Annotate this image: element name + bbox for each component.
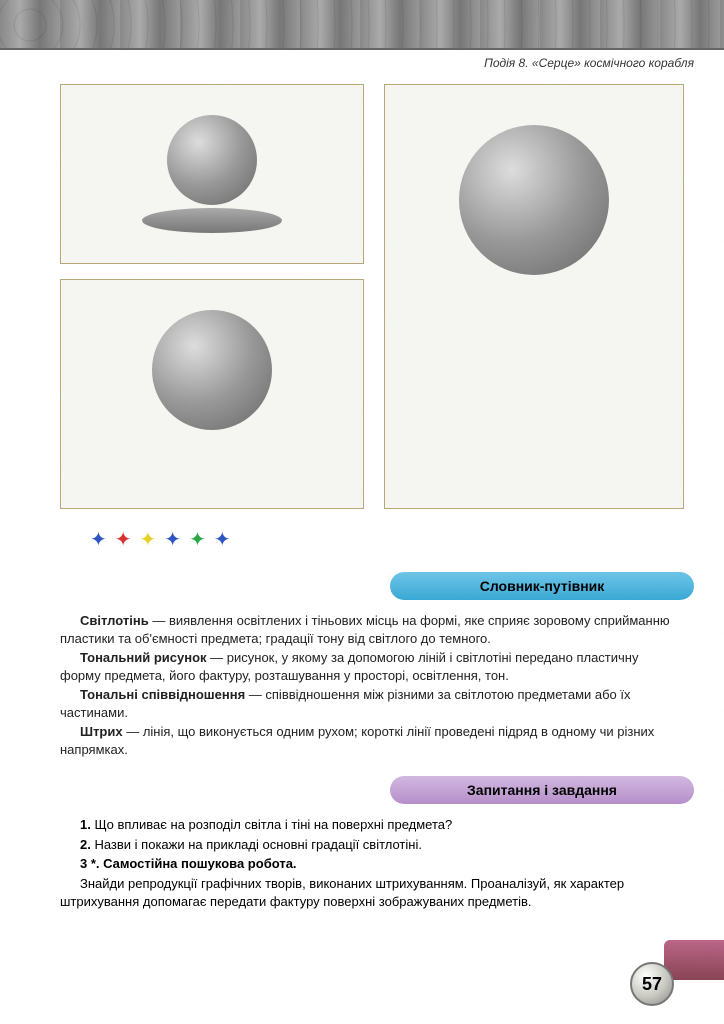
task-detail: Знайди репродукції графічних творів, вик… [60, 875, 674, 910]
question-number: 3 *. [80, 856, 100, 871]
definition: — лінія, що виконується одним рухом; кор… [60, 724, 654, 757]
questions-content: 1. Що впливає на розподіл світла і тіні … [0, 812, 724, 916]
question-text: Що впливає на розподіл світла і тіні на … [91, 817, 452, 832]
term: Тональний рисунок [80, 650, 207, 665]
definition: — виявлення освітлених і тіньових місць … [60, 613, 670, 646]
sketch-sphere-fountain [60, 84, 364, 264]
sketch-sphere-tower [384, 84, 684, 509]
question-item: 2. Назви і покажи на прикладі основні гр… [60, 836, 674, 854]
page-number: 57 [630, 962, 674, 1006]
chapter-header: Подія 8. «Серце» космічного корабля [0, 50, 724, 74]
star-icon: ✦ [90, 530, 107, 550]
questions-header: Запитання і завдання [390, 776, 694, 804]
term: Світлотінь [80, 613, 149, 628]
glossary-entry: Тональний рисунок — рисунок, у якому за … [60, 649, 674, 684]
star-icon: ✦ [214, 530, 231, 550]
sketch-sphere-trophy [60, 279, 364, 509]
question-number: 1. [80, 817, 91, 832]
glossary-entry: Світлотінь — виявлення освітлених і тінь… [60, 612, 674, 647]
term: Штрих [80, 724, 123, 739]
left-illustration-column: ✦ ✦ ✦ ✦ ✦ ✦ [60, 84, 364, 550]
term: Тональні співвідношення [80, 687, 245, 702]
question-item: 1. Що впливає на розподіл світла і тіні … [60, 816, 674, 834]
glossary-entry: Штрих — лінія, що виконується одним рухо… [60, 723, 674, 758]
decorative-top-border [0, 0, 724, 50]
illustrations-area: ✦ ✦ ✦ ✦ ✦ ✦ [0, 74, 724, 560]
question-text: Назви і покажи на прикладі основні града… [91, 837, 422, 852]
glossary-content: Світлотінь — виявлення освітлених і тінь… [0, 608, 724, 764]
color-stars-row: ✦ ✦ ✦ ✦ ✦ ✦ [60, 524, 364, 550]
glossary-entry: Тональні співвідношення — співвідношення… [60, 686, 674, 721]
question-bold: Самостійна пошукова робота. [100, 856, 297, 871]
pipe-decoration-icon [664, 940, 724, 980]
glossary-header: Словник-путівник [390, 572, 694, 600]
star-icon: ✦ [140, 530, 157, 550]
star-icon: ✦ [189, 530, 206, 550]
question-number: 2. [80, 837, 91, 852]
question-item: 3 *. Самостійна пошукова робота. [60, 855, 674, 873]
star-icon: ✦ [164, 530, 181, 550]
star-icon: ✦ [115, 530, 132, 550]
